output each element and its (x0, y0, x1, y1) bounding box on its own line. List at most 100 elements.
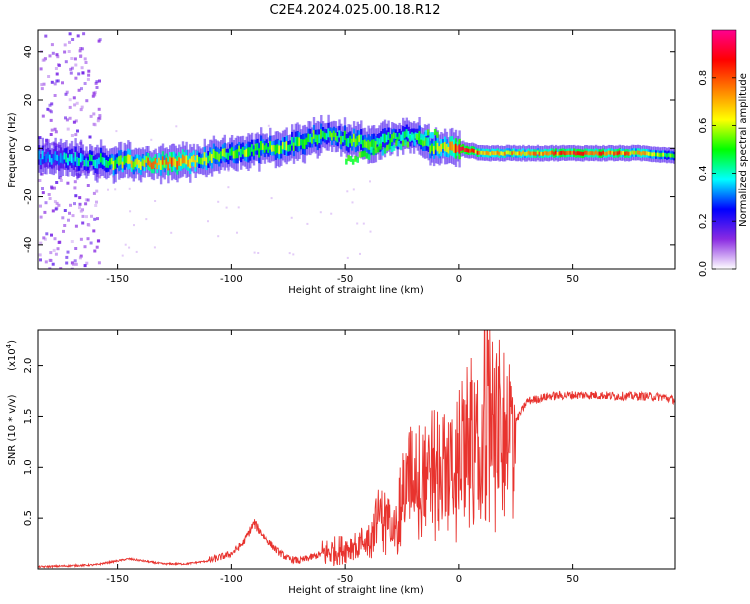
noise-speck (55, 53, 59, 57)
spectrogram-x-tick-label: 50 (566, 274, 579, 285)
noise-speck (48, 258, 52, 262)
ridge-peak (607, 150, 611, 155)
ridge-peak (596, 151, 600, 156)
snr-x-label: Height of straight line (km) (288, 585, 424, 596)
ridge-peak (210, 154, 214, 163)
noise-speck (78, 256, 82, 260)
noise-speck (319, 211, 322, 214)
ridge-peak (500, 151, 503, 156)
noise-speck (88, 135, 92, 139)
noise-speck (210, 139, 213, 142)
ridge-peak (371, 139, 374, 150)
ridge-peak (232, 151, 236, 159)
ridge-peak (163, 159, 166, 168)
ridge-peak (39, 158, 43, 165)
noise-speck (86, 77, 90, 81)
ridge-branch (433, 129, 437, 135)
noise-speck (56, 247, 60, 251)
ridge-peak (618, 150, 621, 155)
ridge-branch (372, 149, 375, 156)
spectrogram-panel: -150 -100 -50 0 50 -40 -20 0 20 40 Height of str… (7, 29, 676, 296)
ridge-peak (192, 154, 196, 163)
ridge-peak (374, 141, 378, 150)
noise-speck (346, 190, 349, 193)
noise-speck (92, 229, 96, 233)
ridge-peak (320, 129, 323, 139)
ridge-peak (549, 151, 552, 155)
ridge-peak (161, 156, 165, 165)
noise-speck (63, 50, 67, 54)
ridge-peak (405, 129, 408, 137)
ridge-peak (298, 137, 301, 146)
ridge-peak (638, 150, 641, 155)
noise-speck (66, 250, 70, 254)
noise-speck (39, 241, 43, 245)
ridge-peak (667, 152, 671, 157)
ridge-peak (522, 150, 525, 155)
ridge-peak (482, 150, 485, 155)
ridge-peak (216, 152, 219, 160)
ridge-peak (138, 159, 141, 169)
ridge-peak (644, 151, 647, 156)
noise-speck (50, 80, 54, 84)
noise-speck (80, 47, 84, 51)
ridge-branch (395, 140, 398, 147)
ridge-peak (624, 151, 627, 156)
ridge-branch (361, 151, 364, 158)
ridge-peak (274, 145, 277, 155)
spectrogram-marks (38, 32, 675, 269)
noise-speck (77, 88, 81, 92)
spectrogram-y-ticks: -40 -20 0 20 40 (23, 45, 675, 253)
noise-speck (79, 237, 83, 241)
ridge-peak (174, 158, 177, 168)
noise-speck (73, 103, 77, 107)
noise-speck (59, 267, 63, 269)
ridge-peak (130, 160, 134, 168)
noise-speck (95, 86, 99, 89)
ridge-peak (134, 159, 137, 167)
ridge-peak (252, 149, 256, 156)
noise-speck (86, 237, 90, 241)
ridge-peak (269, 140, 272, 150)
noise-speck (39, 258, 42, 262)
ridge-peak (625, 151, 629, 156)
ridge-peak (141, 158, 145, 166)
ridge-peak (520, 151, 523, 156)
noise-speck (65, 261, 69, 265)
ridge-branch (351, 158, 355, 165)
ridge-peak (220, 151, 223, 159)
snr-x-tick-label: -150 (106, 574, 129, 585)
ridge-peak (325, 133, 328, 141)
noise-speck (40, 83, 44, 87)
ridge-peak (48, 154, 52, 163)
ridge-peak (159, 160, 163, 170)
ridge-peak (309, 133, 312, 143)
ridge-branch (415, 133, 419, 140)
ridge-peak (81, 154, 85, 162)
ridge-peak (190, 156, 194, 163)
noise-speck (64, 92, 68, 96)
noise-speck (267, 124, 270, 127)
noise-speck (94, 204, 98, 207)
noise-speck (40, 87, 44, 91)
noise-speck (121, 254, 124, 257)
snr-x-ticks: -150 -100 -50 0 50 (106, 330, 579, 585)
ridge-peak (116, 157, 119, 164)
ridge-peak (103, 157, 106, 166)
ridge-branch (420, 133, 423, 140)
ridge-peak (127, 154, 130, 164)
ridge-peak (378, 138, 381, 147)
noise-speck (53, 82, 57, 86)
ridge-peak (243, 150, 247, 157)
ridge-peak (132, 161, 135, 170)
noise-speck (150, 138, 153, 141)
ridge-peak (321, 130, 325, 138)
colorbar-tick-label: 0.8 (698, 70, 709, 86)
ridge-peak (136, 158, 139, 165)
ridge-peak (565, 151, 569, 155)
ridge-peak (591, 151, 594, 156)
noise-speck (70, 267, 74, 269)
ridge-branch (349, 155, 353, 162)
ridge-peak (123, 155, 126, 165)
ridge-peak (605, 151, 609, 156)
